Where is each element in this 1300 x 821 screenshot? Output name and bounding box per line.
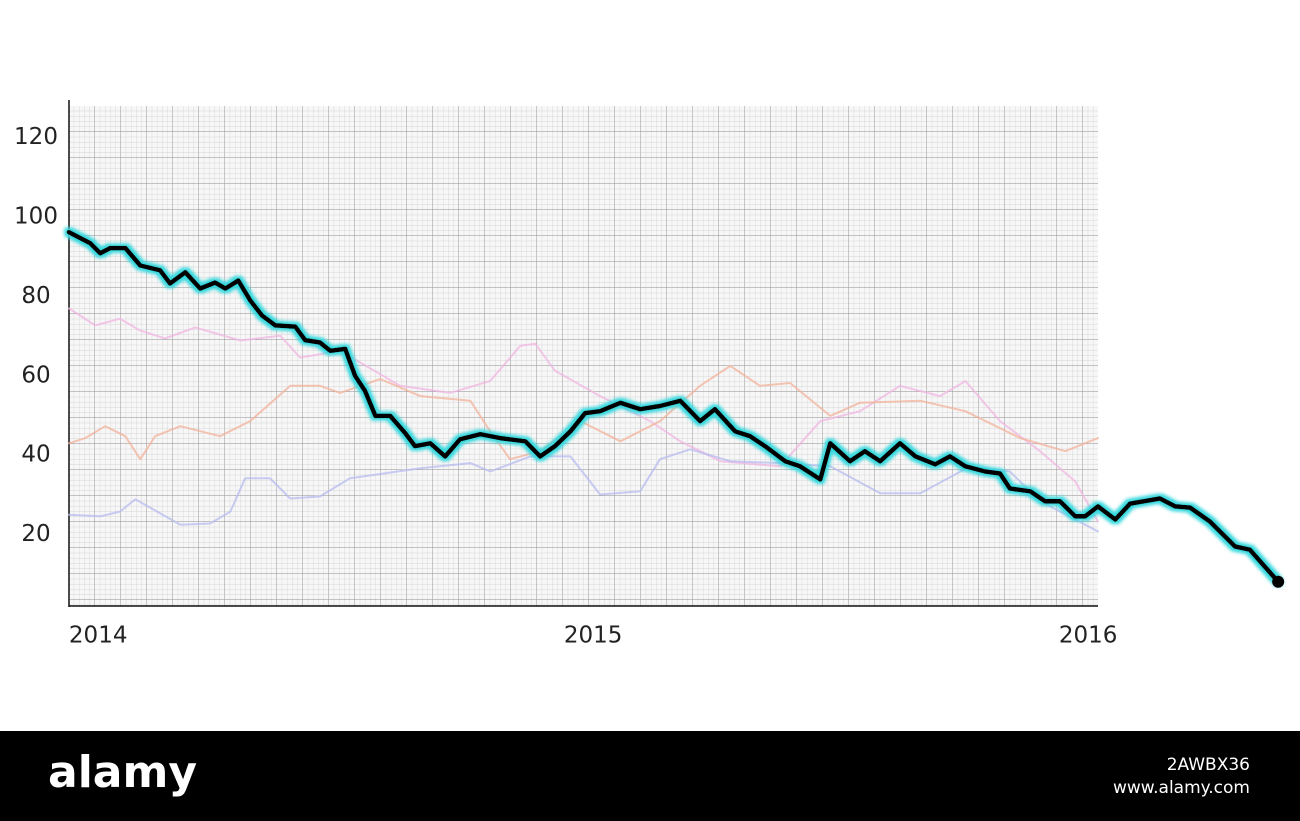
y-tick-label: 40 [21, 442, 50, 468]
faint-line [68, 364, 1099, 461]
y-tick-label: 100 [14, 204, 58, 230]
faint-line [68, 448, 1099, 533]
end-point [1272, 575, 1285, 588]
y-tick-label: 20 [21, 521, 50, 547]
footer-bar [0, 731, 1300, 821]
footer-brand: alamy [48, 747, 197, 798]
main-line [66, 229, 1281, 585]
x-tick-label: 2014 [69, 623, 128, 649]
footer-id: 2AWBX36 [1167, 755, 1250, 775]
footer-url: www.alamy.com [1113, 778, 1250, 798]
x-tick-label: 2015 [564, 623, 623, 649]
x-tick-label: 2016 [1059, 623, 1118, 649]
y-tick-label: 60 [21, 362, 50, 388]
graph-paper [69, 106, 1098, 606]
lines [66, 229, 1285, 588]
faint-line [68, 307, 1099, 523]
y-tick-label: 120 [14, 124, 58, 150]
y-tick-label: 80 [21, 283, 50, 309]
